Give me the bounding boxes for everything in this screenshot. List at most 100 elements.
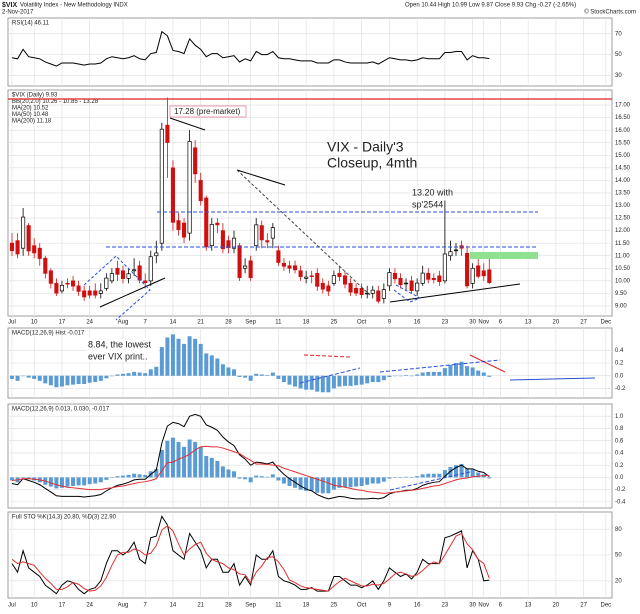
candle-body [120,270,126,279]
histogram-bar [65,477,70,487]
y-tick-label: 12.00 [615,228,631,234]
x-tick-label: 25 [331,320,338,326]
histogram-bar [370,375,375,383]
histogram-bar [143,373,148,376]
x-tick-label: 7 [144,320,148,326]
histogram-bar [476,472,481,478]
candle-body [182,222,187,238]
histogram-bar [176,441,181,478]
histogram-bar [270,372,275,376]
candle-body [287,265,292,269]
histogram-bar [243,477,248,480]
histogram-bar [437,473,442,478]
candle-body [231,237,237,249]
candle-body [165,124,170,143]
watermark: © StockCharts.com [584,9,636,16]
y-tick-label: 0.0 [615,373,624,379]
histogram-bar [331,477,336,490]
candle-body [265,240,270,243]
histogram-bar [248,477,253,483]
x-tick-label: 18 [303,320,310,326]
panel-frame [7,89,613,317]
histogram-bar [98,477,103,483]
histogram-bar [415,476,420,478]
y-tick-label: 14.50 [615,165,631,171]
histogram-bar [126,373,131,376]
histogram-bar [71,477,76,486]
y-tick-label: 0.4 [615,451,624,457]
candle-body [298,270,303,277]
histogram-bar [187,336,192,376]
histogram-bar [71,375,76,385]
histogram-bar [154,468,159,478]
candle-body [293,265,298,271]
histogram-bar [21,375,26,377]
x-tick-label: 25 [331,603,338,609]
histogram-bar [115,476,120,478]
y-tick-label: 16.50 [615,115,631,121]
trendline [236,169,286,186]
histogram-bar [392,375,397,377]
histogram-bar [309,375,314,390]
candle-body [15,240,20,255]
candle-body [481,270,486,277]
x-tick-label: 7 [144,603,148,609]
histogram-bar [398,375,403,377]
annotation-box [169,105,247,118]
histogram-bar [426,473,431,478]
histogram-bar [298,477,303,490]
histogram-bar [59,375,64,387]
x-tick-label: 20 [553,603,560,609]
indicator-line [11,445,490,494]
histogram-bar [431,371,436,376]
histogram-bar [281,477,286,484]
candle-body [354,288,359,294]
annotation: Closeup, 4mth [327,155,417,171]
candle-body [21,216,26,249]
histogram-bar [487,477,492,479]
y-tick-label: -0.4 [615,499,626,505]
candle-body [209,223,214,247]
histogram-bar [265,375,270,376]
histogram-bar [10,375,14,379]
y-tick-label: 17.00 [615,103,631,109]
candle-body [132,269,137,272]
candle-body [26,225,31,252]
histogram-bar [309,477,314,491]
trendline [169,117,206,131]
candle-body [93,290,98,296]
candle-body [143,280,148,283]
y-tick-label: 15.50 [615,140,631,146]
legend-text: MA(20) 10.52 [12,106,49,112]
candle-body [342,275,348,285]
x-tick-label: 16 [414,320,421,326]
histogram-bar [204,456,209,478]
histogram-bar [21,477,26,478]
histogram-bar [10,477,14,481]
histogram-bar [320,375,325,393]
histogram-bar [315,477,320,493]
histogram-bar [359,375,364,385]
histogram-bar [459,463,464,478]
histogram-bar [387,477,392,479]
x-tick-label: 14 [170,320,177,326]
candle-body [32,245,37,254]
histogram-bar [376,477,381,484]
panel-frame [7,17,613,87]
panel-frame [7,403,613,509]
histogram-bar [426,371,431,376]
flag [83,255,151,321]
histogram-bar [137,372,142,376]
histogram-bar [348,375,353,386]
candle-body [137,265,142,281]
histogram-bar [337,477,342,488]
y-tick-label: 11.00 [615,253,630,259]
candle-body [465,252,470,287]
candle-body [304,276,309,279]
histogram-bar [209,457,214,478]
y-tick-label: 0.6 [615,438,624,444]
date: 2-Nov-2017 [2,10,34,16]
histogram-bar [409,375,414,377]
candle-body [392,272,398,280]
